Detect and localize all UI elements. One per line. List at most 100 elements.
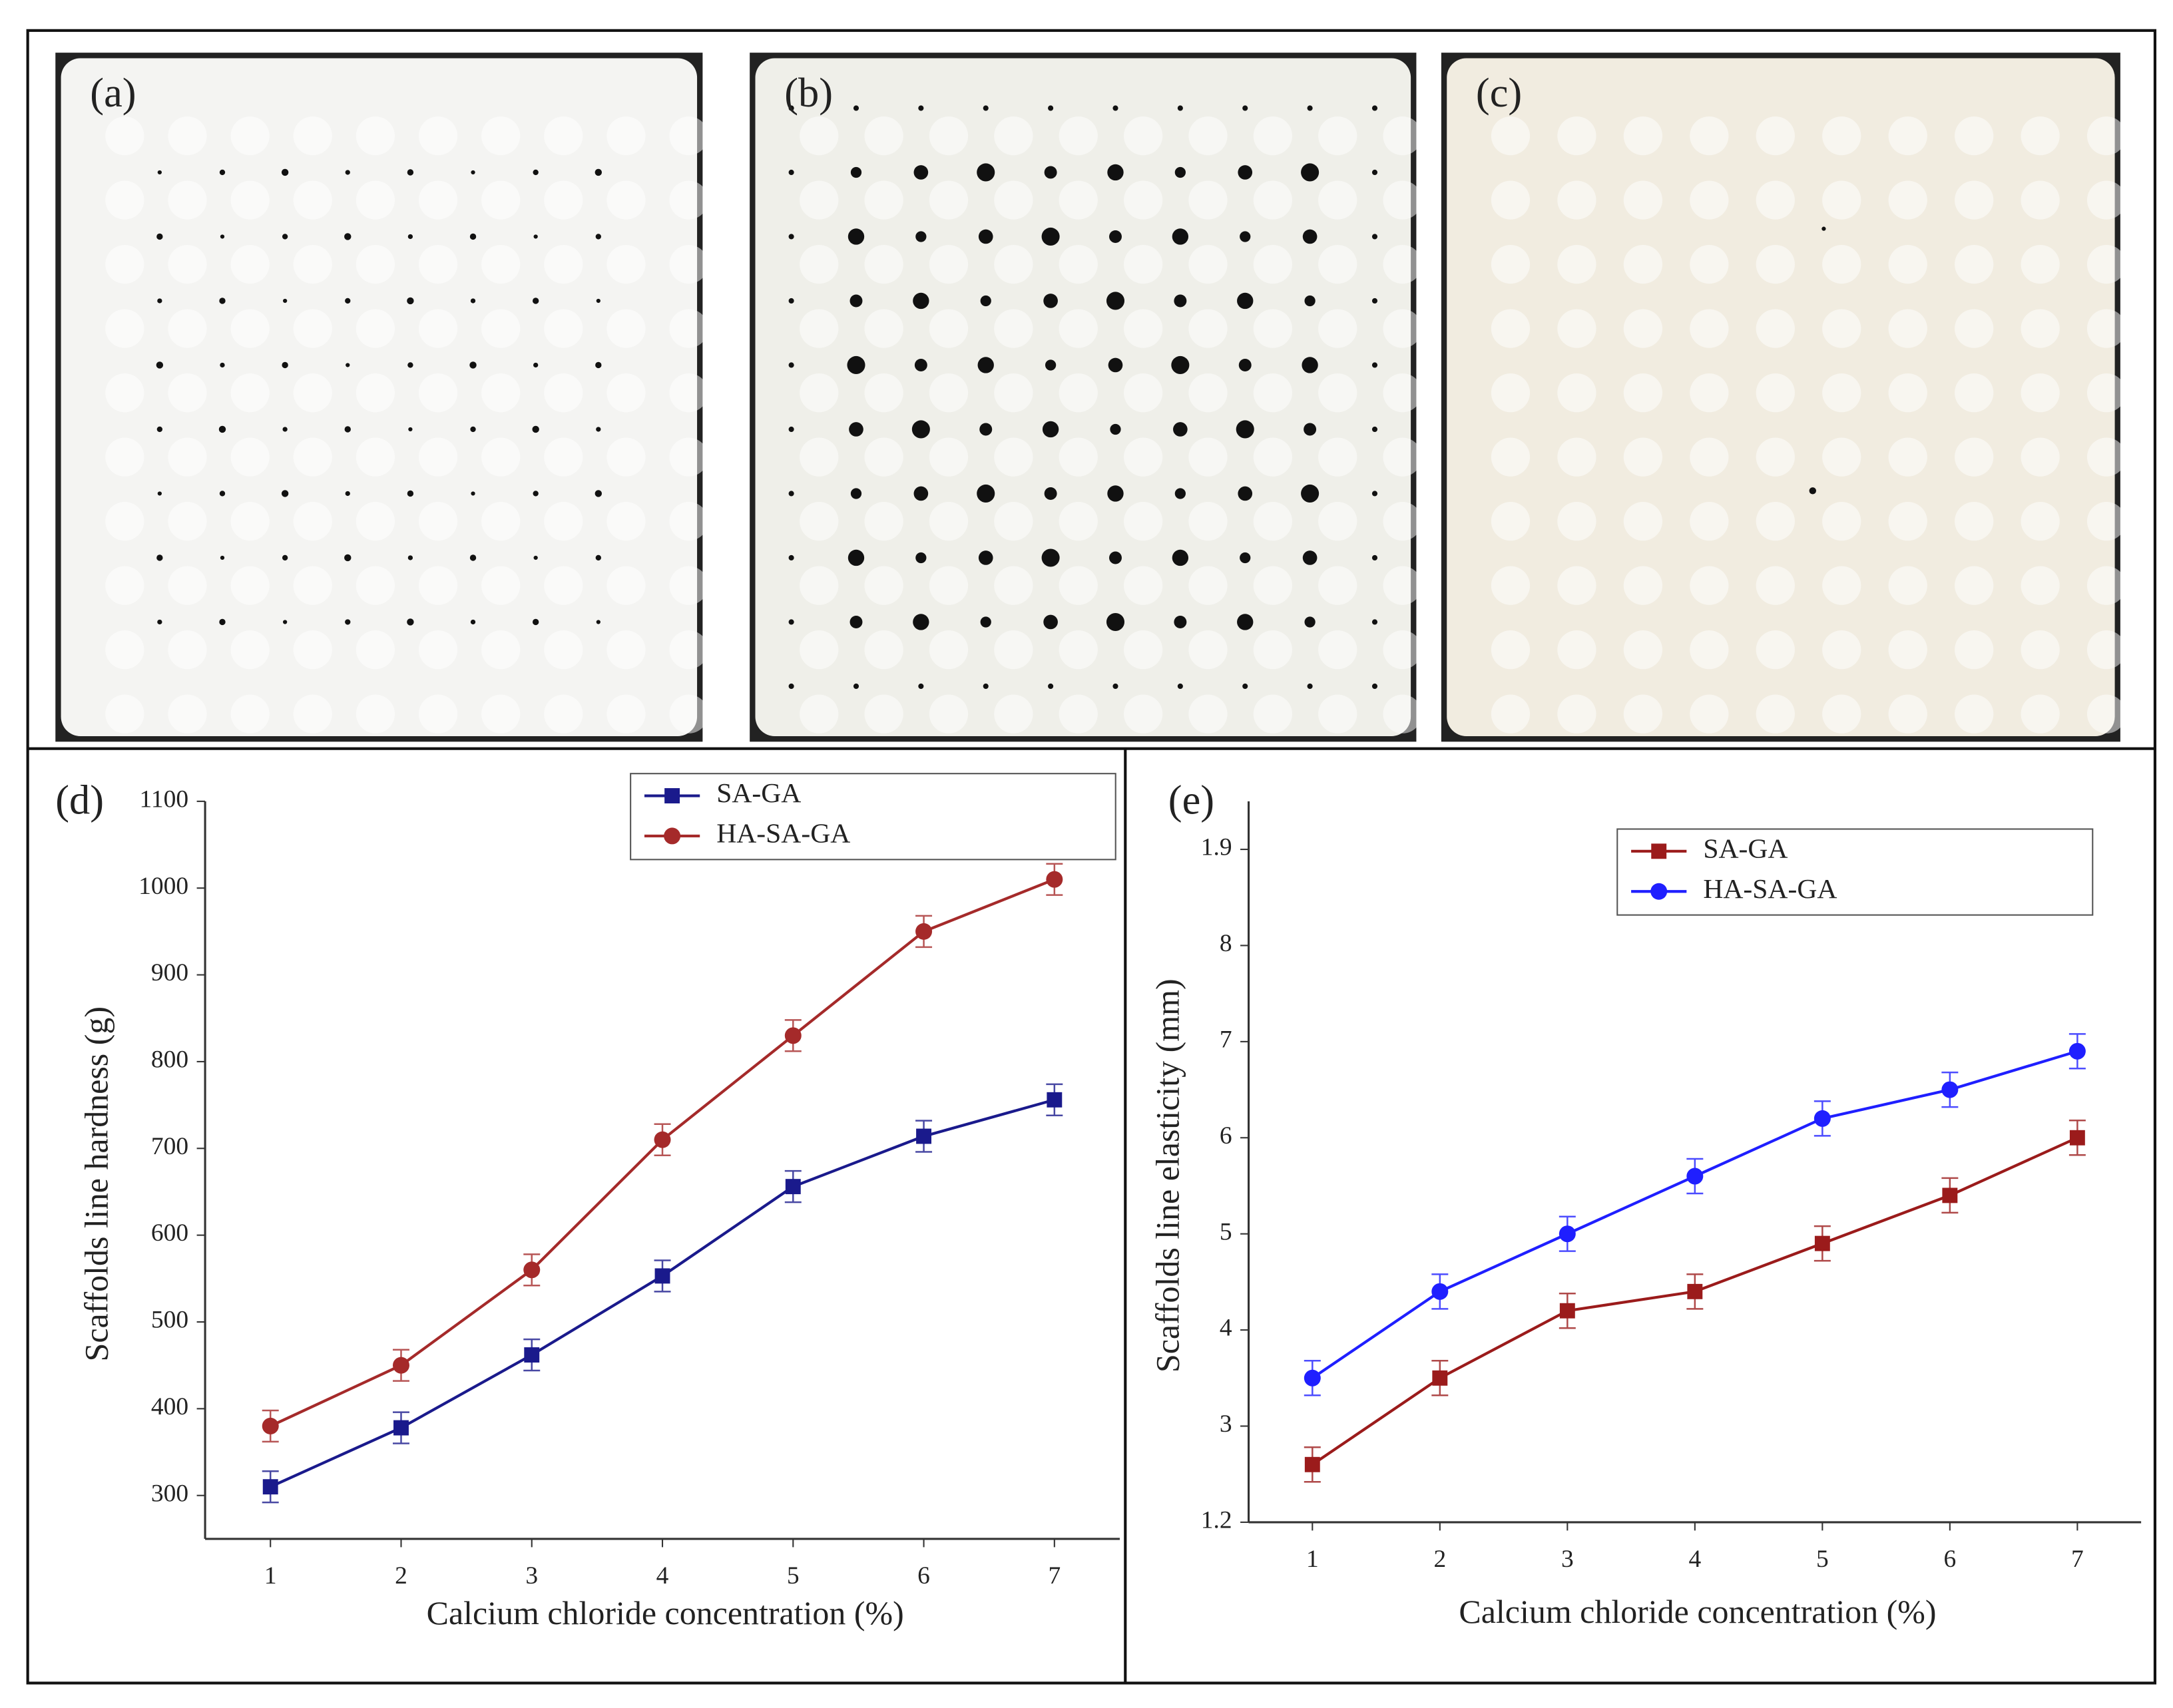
bump — [1318, 309, 1357, 348]
x-tick-label: 5 — [1816, 1546, 1829, 1573]
pore — [595, 168, 603, 176]
bump — [2021, 309, 2060, 348]
pore — [1171, 355, 1190, 375]
bump — [994, 437, 1033, 477]
bump — [1123, 309, 1163, 348]
bump — [994, 244, 1033, 284]
pore — [156, 233, 163, 240]
pore — [1371, 426, 1378, 433]
pore — [596, 620, 601, 624]
pore — [282, 234, 288, 240]
legend-marker — [664, 788, 680, 803]
pore — [913, 614, 929, 630]
bump — [1253, 694, 1293, 734]
pore — [850, 488, 862, 499]
bump — [669, 373, 708, 413]
pore — [1304, 423, 1317, 436]
y-tick-label: 900 — [151, 959, 188, 986]
pore — [1112, 683, 1118, 690]
bump — [1491, 437, 1531, 477]
pore — [1107, 164, 1124, 181]
pore — [978, 229, 993, 244]
bump — [1383, 694, 1422, 734]
bump — [356, 180, 395, 220]
bump — [864, 694, 903, 734]
bump — [1623, 437, 1663, 477]
pore — [983, 683, 989, 690]
bump — [1822, 116, 1861, 156]
bump — [1557, 630, 1596, 670]
pore — [1304, 616, 1316, 628]
pore — [469, 361, 477, 369]
pore — [595, 361, 602, 369]
bump — [1253, 309, 1293, 348]
bump — [105, 630, 144, 670]
legend-label: HA-SA-GA — [716, 818, 850, 849]
bump — [356, 630, 395, 670]
bump — [1491, 373, 1531, 413]
x-axis-label: Calcium chloride concentration (%) — [1459, 1593, 1936, 1630]
bump — [994, 694, 1033, 734]
bump — [929, 244, 969, 284]
x-tick-label: 3 — [525, 1562, 538, 1590]
pore — [1044, 166, 1057, 179]
bump — [1955, 116, 1994, 156]
bump — [544, 373, 583, 413]
bump — [800, 566, 839, 605]
pore — [1042, 421, 1059, 438]
bump — [1822, 694, 1861, 734]
marker — [1559, 1303, 1575, 1319]
bump — [1623, 309, 1663, 348]
marker — [1304, 1369, 1321, 1387]
bump — [293, 180, 332, 220]
marker — [1432, 1370, 1448, 1386]
pore — [156, 554, 163, 561]
bump — [864, 116, 903, 156]
pore — [1174, 616, 1187, 628]
pore — [980, 295, 991, 307]
bump — [1123, 437, 1163, 477]
bump — [544, 630, 583, 670]
marker — [1046, 871, 1063, 888]
marker — [1942, 1187, 1958, 1203]
pore — [1177, 105, 1183, 111]
pore — [1041, 227, 1060, 246]
bump — [1623, 694, 1663, 734]
bump — [1188, 116, 1228, 156]
pore — [219, 169, 226, 176]
bump — [864, 309, 903, 348]
bump — [481, 694, 521, 734]
bump — [994, 309, 1033, 348]
legend-marker — [664, 827, 681, 845]
pore — [913, 486, 929, 501]
bump — [1059, 180, 1098, 220]
bump — [1623, 566, 1663, 605]
pore — [533, 169, 539, 176]
pore — [157, 298, 162, 304]
y-tick-label: 8 — [1220, 930, 1232, 957]
bump — [1059, 373, 1098, 413]
y-axis-label: Scaffolds line elasticity (mm) — [1148, 978, 1186, 1373]
pore — [281, 490, 289, 497]
pore — [1371, 298, 1378, 304]
bump — [994, 373, 1033, 413]
pore — [1371, 491, 1378, 497]
bump — [356, 244, 395, 284]
pore — [847, 355, 865, 375]
pore — [345, 298, 351, 304]
bump — [1955, 566, 1994, 605]
pore — [1043, 614, 1058, 630]
pore — [1238, 165, 1253, 180]
bump — [1059, 116, 1098, 156]
bump — [230, 244, 270, 284]
pore — [281, 168, 289, 176]
bump — [544, 694, 583, 734]
bump — [606, 116, 646, 156]
bump — [1756, 180, 1795, 220]
bump — [1318, 244, 1357, 284]
bump — [929, 116, 969, 156]
bump — [1188, 373, 1228, 413]
bump — [1253, 437, 1293, 477]
y-tick-label: 3 — [1220, 1410, 1232, 1438]
bump — [1123, 116, 1163, 156]
